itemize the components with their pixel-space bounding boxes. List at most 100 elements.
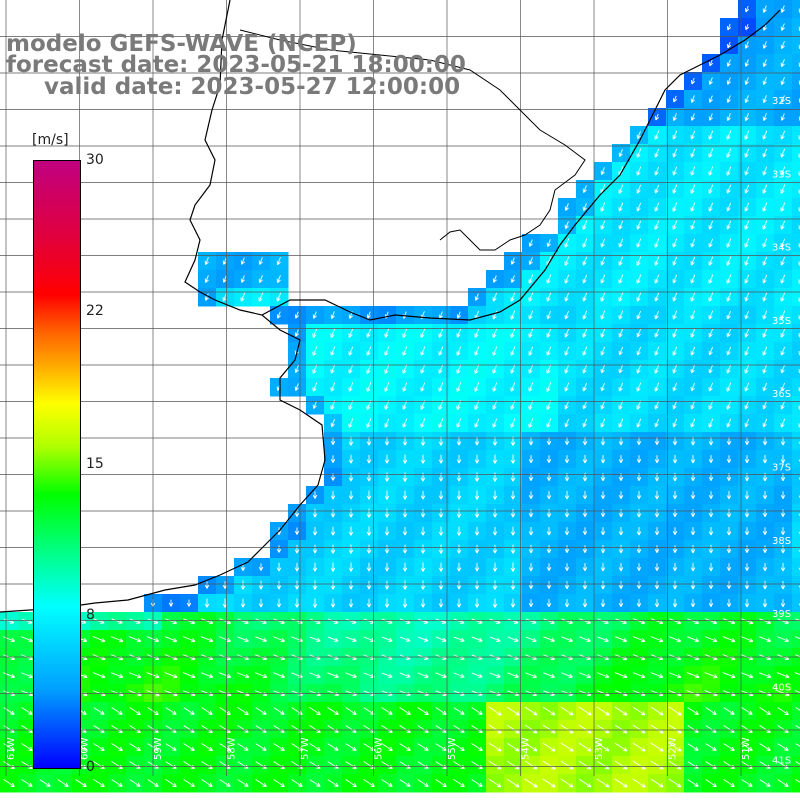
wind-arrow <box>384 598 390 608</box>
wind-arrow <box>348 508 354 518</box>
wind-arrow <box>438 400 444 410</box>
wind-arrow <box>744 220 750 230</box>
wind-arrow <box>618 256 624 266</box>
wind-arrow <box>744 5 750 13</box>
wind-arrow <box>309 743 321 751</box>
wind-arrow <box>798 477 800 481</box>
wind-arrow <box>438 418 444 428</box>
wind-arrow <box>488 778 502 788</box>
wind-arrow <box>399 743 411 751</box>
wind-speed-cell <box>792 108 800 127</box>
wind-arrow <box>650 618 664 625</box>
wind-arrow <box>384 472 390 482</box>
wind-arrow <box>744 256 750 266</box>
wind-arrow <box>492 562 498 572</box>
wind-speed-cell <box>792 450 800 469</box>
wind-arrow <box>636 184 642 194</box>
wind-arrow <box>762 437 768 446</box>
wind-arrow <box>420 328 426 338</box>
wind-arrow <box>762 77 767 86</box>
wind-arrow <box>488 742 502 752</box>
wind-arrow <box>492 472 498 482</box>
wind-arrow <box>453 636 465 642</box>
wind-arrow <box>492 382 498 392</box>
wind-arrow <box>528 239 533 247</box>
wind-arrow <box>236 690 250 697</box>
wind-arrow <box>654 166 660 176</box>
wind-arrow <box>312 580 318 590</box>
wind-arrow <box>708 455 714 464</box>
wind-arrow <box>348 382 354 392</box>
wind-arrow <box>420 490 426 500</box>
wind-arrow <box>596 742 610 752</box>
wind-arrow <box>636 274 642 284</box>
wind-arrow <box>128 672 142 679</box>
wind-arrow <box>654 400 660 410</box>
wind-arrow <box>705 743 717 751</box>
longitude-label: 52W <box>668 737 679 760</box>
wind-speed-cell <box>792 720 800 739</box>
wind-arrow <box>240 292 246 302</box>
wind-arrow <box>687 636 700 643</box>
wind-arrow <box>690 113 695 121</box>
wind-arrow <box>708 364 714 374</box>
wind-arrow <box>723 743 735 751</box>
wind-arrow <box>726 491 732 500</box>
wind-arrow <box>596 778 610 788</box>
wind-arrow <box>273 725 285 733</box>
wind-arrow <box>237 707 249 716</box>
wind-arrow <box>690 527 696 536</box>
wind-speed-cell <box>792 612 800 631</box>
wind-arrow <box>708 581 714 590</box>
wind-arrow <box>456 580 462 590</box>
wind-arrow <box>219 672 232 679</box>
wind-arrow <box>222 292 228 302</box>
wind-arrow <box>798 495 800 499</box>
wind-arrow <box>564 292 570 302</box>
wind-arrow <box>546 292 552 302</box>
wind-speed-cell <box>792 216 800 235</box>
wind-arrow <box>420 472 426 482</box>
wind-arrow <box>564 437 570 445</box>
wind-arrow <box>381 743 393 752</box>
wind-arrow <box>327 636 339 642</box>
wind-arrow <box>780 346 786 356</box>
wind-arrow <box>507 672 519 679</box>
colorbar-tick-0: 0 <box>86 759 95 775</box>
wind-arrow <box>474 562 480 572</box>
wind-arrow <box>668 706 682 716</box>
wind-arrow <box>726 508 732 518</box>
wind-arrow <box>417 672 429 678</box>
wind-arrow <box>618 292 624 302</box>
wind-arrow <box>330 382 336 392</box>
wind-arrow <box>762 491 768 500</box>
wind-arrow <box>366 544 372 554</box>
wind-arrow <box>201 779 213 787</box>
wind-arrow <box>564 418 569 428</box>
wind-arrow <box>672 184 678 194</box>
wind-arrow <box>709 59 714 67</box>
wind-arrow <box>560 742 574 752</box>
colorbar-tick-8: 8 <box>86 607 95 623</box>
wind-speed-cell <box>792 468 800 487</box>
wind-arrow <box>726 59 731 67</box>
wind-arrow <box>654 292 660 302</box>
wind-arrow <box>492 544 498 554</box>
wind-arrow <box>218 690 232 697</box>
wind-arrow <box>294 365 299 373</box>
wind-arrow <box>600 454 606 464</box>
latitude-label: 39S <box>772 609 791 620</box>
wind-arrow <box>474 490 480 500</box>
wind-arrow <box>204 257 209 266</box>
wind-arrow <box>474 544 480 554</box>
wind-arrow <box>528 526 534 536</box>
wind-arrow <box>183 707 195 715</box>
wind-arrow <box>668 778 682 788</box>
wind-arrow <box>618 238 624 248</box>
wind-arrow <box>582 454 588 464</box>
wind-arrow <box>744 508 750 518</box>
wind-arrow <box>510 364 516 374</box>
wind-arrow <box>258 563 264 571</box>
wind-arrow <box>492 275 497 283</box>
wind-arrow <box>618 491 624 499</box>
